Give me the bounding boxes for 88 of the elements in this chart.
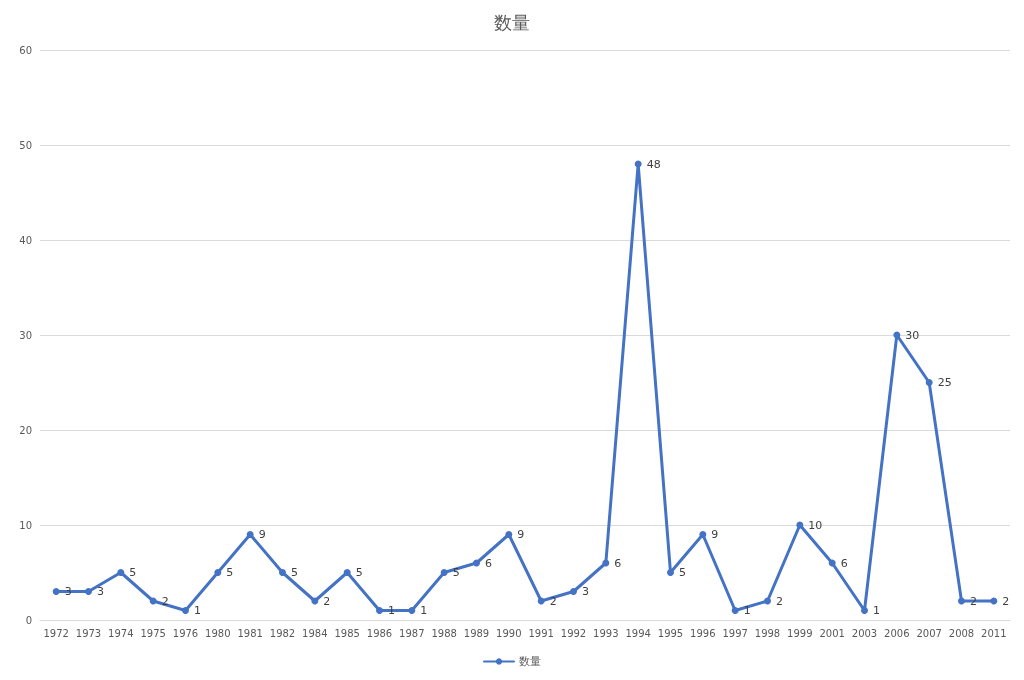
x-tick-label: 2001 xyxy=(819,627,845,639)
point xyxy=(699,531,707,538)
point xyxy=(505,531,513,538)
x-tick-label: 2007 xyxy=(916,627,942,639)
data-label: 6 xyxy=(840,556,848,570)
data-label: 48 xyxy=(646,157,661,171)
x-tick-label: 1996 xyxy=(690,627,716,639)
x-tick-label: 1992 xyxy=(560,627,587,639)
data-label: 2 xyxy=(970,594,977,608)
x-tick-label: 1974 xyxy=(108,627,134,639)
point xyxy=(861,607,868,614)
data-label: 9 xyxy=(517,528,525,541)
x-tick-label: 1990 xyxy=(496,627,522,639)
point xyxy=(246,531,254,538)
x-tick-label: 1985 xyxy=(334,627,360,639)
point xyxy=(764,597,771,605)
data-label: 10 xyxy=(808,518,823,532)
data-label: 2 xyxy=(323,594,331,608)
data-label: 9 xyxy=(258,528,266,541)
y-tick-label: 20 xyxy=(19,424,32,436)
data-label: 6 xyxy=(614,556,622,570)
x-tick-label: 1973 xyxy=(75,627,102,639)
data-label: 9 xyxy=(711,528,719,541)
x-tick-label: 1997 xyxy=(722,627,748,639)
point xyxy=(279,569,286,576)
point xyxy=(667,569,674,576)
point xyxy=(52,588,60,595)
x-tick-label: 2003 xyxy=(851,627,878,639)
data-label: 1 xyxy=(743,604,751,617)
y-tick-label: 0 xyxy=(25,614,32,626)
x-tick-label: 1984 xyxy=(302,627,328,639)
x-tick-label: 1976 xyxy=(172,627,199,639)
x-tick-label: 2006 xyxy=(884,627,910,639)
x-tick-label: 1975 xyxy=(140,627,166,639)
data-label: 5 xyxy=(679,566,686,579)
data-label: 1 xyxy=(873,604,880,617)
data-label: 1 xyxy=(388,604,395,617)
point xyxy=(182,607,189,614)
x-tick-label: 1980 xyxy=(205,627,231,639)
point xyxy=(376,607,383,614)
data-label: 30 xyxy=(905,328,920,342)
x-tick-label: 1986 xyxy=(366,627,393,639)
data-label: 2 xyxy=(1002,594,1010,608)
data-label: 6 xyxy=(485,556,492,570)
x-tick-label: 1987 xyxy=(399,627,425,639)
x-tick-label: 1982 xyxy=(269,627,296,639)
y-tick-label: 40 xyxy=(19,234,32,246)
data-label: 5 xyxy=(129,566,137,579)
point xyxy=(440,569,448,576)
point xyxy=(408,607,416,614)
point xyxy=(473,559,480,567)
x-tick-label: 2011 xyxy=(981,627,1007,639)
x-tick-label: 1972 xyxy=(43,627,69,639)
data-label: 5 xyxy=(452,566,460,579)
y-tick-label: 50 xyxy=(19,139,32,151)
point xyxy=(85,588,92,595)
point xyxy=(958,597,965,605)
y-tick-label: 60 xyxy=(19,44,32,56)
data-label: 3 xyxy=(64,585,72,598)
point xyxy=(117,569,125,576)
point xyxy=(570,588,577,595)
data-label: 2 xyxy=(776,594,783,608)
data-label: 3 xyxy=(97,585,104,598)
y-tick-label: 10 xyxy=(19,519,32,531)
point xyxy=(343,569,351,576)
data-label: 3 xyxy=(582,585,589,598)
data-label: 5 xyxy=(291,566,298,579)
data-label: 1 xyxy=(194,604,201,617)
x-tick-label: 1993 xyxy=(593,627,619,639)
point xyxy=(214,569,222,576)
x-tick-label: 1989 xyxy=(463,627,490,639)
x-tick-label: 1991 xyxy=(528,627,554,639)
data-label: 5 xyxy=(226,566,234,579)
data-label: 25 xyxy=(937,376,952,389)
x-tick-label: 1981 xyxy=(237,627,263,639)
x-tick-label: 1994 xyxy=(625,627,651,639)
point xyxy=(925,379,933,386)
x-tick-label: 1999 xyxy=(787,627,813,639)
x-tick-label: 1988 xyxy=(431,627,457,639)
chart-title: 数量 xyxy=(494,11,530,33)
point xyxy=(731,607,739,614)
y-tick-label: 30 xyxy=(19,329,32,341)
data-label: 1 xyxy=(420,604,428,617)
x-tick-label: 1995 xyxy=(657,627,684,639)
legend-label: 数量 xyxy=(519,655,541,668)
data-label: 5 xyxy=(355,566,363,579)
x-tick-label: 1998 xyxy=(754,627,781,639)
x-tick-label: 2008 xyxy=(948,627,975,639)
